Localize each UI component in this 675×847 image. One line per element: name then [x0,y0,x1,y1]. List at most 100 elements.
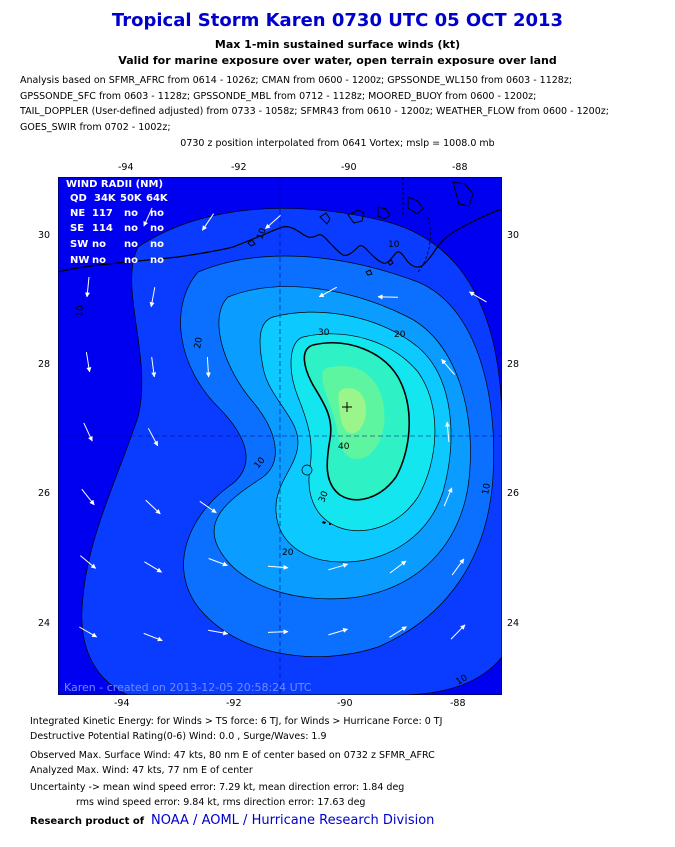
wind-vector-arrow [265,215,281,229]
wind-vector-arrow [328,628,349,636]
wind-vector-arrow [468,291,487,303]
lat-tick-right: 28 [507,359,520,370]
lat-tick-left: 28 [38,359,51,370]
map-subtitle-exposure: Valid for marine exposure over water, op… [118,54,557,67]
wind-vector-arrow [149,287,156,308]
wind-vector-arrow [145,499,161,515]
rms-error-text: rms wind speed error: 9.84 kt, rms direc… [76,797,366,808]
map-subtitle: Max 1-min sustained surface winds (kt) [214,38,461,51]
wind-eddy [301,464,313,476]
wind-radii-value: no [92,255,106,266]
wind-radii-value: no [150,239,164,250]
research-credit: Research product of NOAA / AOML / Hurric… [30,813,434,828]
wind-vectors [79,207,487,642]
contour-label: 20 [193,336,205,349]
analysis-line: Analysis based on SFMR_AFRC from 0614 - … [20,75,573,86]
lon-tick-bottom: -92 [226,698,242,709]
lon-tick-bottom: -94 [114,698,130,709]
wind-vector-arrow [389,560,407,574]
observed-max-text: Observed Max. Surface Wind: 47 kts, 80 n… [30,750,435,761]
wind-vector-arrow [389,626,407,638]
wind-vector-arrow [151,357,157,378]
contour-label: 10 [388,240,400,250]
lon-tick-top: -88 [452,162,468,173]
wind-radii-value: no [124,255,138,266]
uncertainty-text: Uncertainty -> mean wind speed error: 7.… [30,782,405,793]
analysis-line: GPSSONDE_SFC from 0603 - 1128z; GPSSONDE… [20,90,537,102]
contour-label: 20 [394,330,406,340]
wind-radii-quadrant: NW [70,255,89,266]
wind-contour-45kt [338,388,366,434]
lon-tick-top: -92 [231,162,247,173]
contour-label: 30 [317,490,330,504]
position-note: 0730 z position interpolated from 0641 V… [180,138,495,149]
contour-label: 20 [282,548,294,558]
wind-radii-header: 34K [94,193,117,204]
lat-tick-left: 26 [38,488,51,499]
ike-text: Integrated Kinetic Energy: for Winds > T… [30,716,443,727]
contour-label: 10 [481,482,493,495]
state-border [402,177,431,273]
wind-radii-title: WIND RADII (NM) [66,179,163,190]
wind-vector-arrow [79,555,97,569]
wind-vector-arrow [143,207,153,227]
lon-tick-top: -94 [118,162,134,173]
wind-radii-quadrant: SW [70,239,88,250]
wind-radii-value: no [150,255,164,266]
lat-tick-left: 30 [38,230,51,241]
analysis-line: GOES_SWIR from 0702 - 1002z; [20,121,171,133]
wind-field-map: 10 10 20 20 20 30 30 40 10 10 10 10 WIND… [58,177,502,695]
wind-vector-arrow [441,359,455,375]
wind-vector-arrow [79,626,98,638]
wind-radii-quadrant: NE [70,208,85,219]
lat-tick-right: 24 [507,618,520,629]
lon-tick-bottom: -88 [450,698,466,709]
wind-vector-arrow [318,286,338,298]
wind-radii-value: no [150,208,164,219]
wind-vector-arrow [201,213,215,231]
analyzed-max-text: Analyzed Max. Wind: 47 kts, 77 nm E of c… [30,765,253,776]
wind-vector-arrow [445,421,450,443]
wind-radii-value: no [92,239,106,250]
lon-tick-bottom: -90 [337,698,353,709]
wind-vector-arrow [443,487,453,507]
lat-tick-right: 30 [507,230,520,241]
map-credit: Karen - created on 2013-12-05 20:58:24 U… [64,681,312,694]
credit-organization[interactable]: NOAA / AOML / Hurricane Research Divisio… [151,813,435,828]
wind-vector-arrow [267,564,289,570]
coastline [58,208,502,273]
wind-radii-value: 114 [92,223,113,234]
storm-center-marker [342,402,352,412]
wind-vector-arrow [84,276,90,298]
wind-vector-arrow [143,632,163,642]
wind-vector-arrow [81,488,95,506]
wind-radii-value: no [124,223,138,234]
lat-tick-left: 24 [38,618,51,629]
wind-radii-value: no [124,208,138,219]
wind-radii-quadrant: SE [70,223,84,234]
dpr-text: Destructive Potential Rating(0-6) Wind: … [30,731,327,742]
coastline-detail [247,181,474,276]
map-title: Tropical Storm Karen 0730 UTC 05 OCT 201… [111,10,564,31]
wind-vector-arrow [85,352,92,373]
wind-vector-arrow [83,422,93,442]
wind-vector-arrow [205,356,211,378]
wind-radii-header: 64K [146,193,169,204]
wind-radii-value: 117 [92,208,113,219]
contour-label: 10 [255,227,268,241]
analysis-line: TAIL_DOPPLER (User-defined adjusted) fro… [20,106,609,117]
lon-tick-top: -90 [341,162,357,173]
contour-label: 10 [75,305,86,318]
analysis-sources: Analysis based on SFMR_AFRC from 0614 - … [20,73,660,135]
wind-radii-value: no [150,223,164,234]
wind-vector-arrow [267,629,289,635]
contour-label: 40 [338,442,350,452]
wind-vector-arrow [144,561,163,573]
wind-vector-arrow [328,563,349,571]
wind-radii-header: QD [70,193,87,204]
wind-vector-arrow [208,629,229,636]
wind-vector-arrow [147,427,159,447]
contour-label: 30 [318,328,330,338]
wind-vector-arrow [199,500,217,514]
credit-prefix: Research product of [30,816,145,827]
